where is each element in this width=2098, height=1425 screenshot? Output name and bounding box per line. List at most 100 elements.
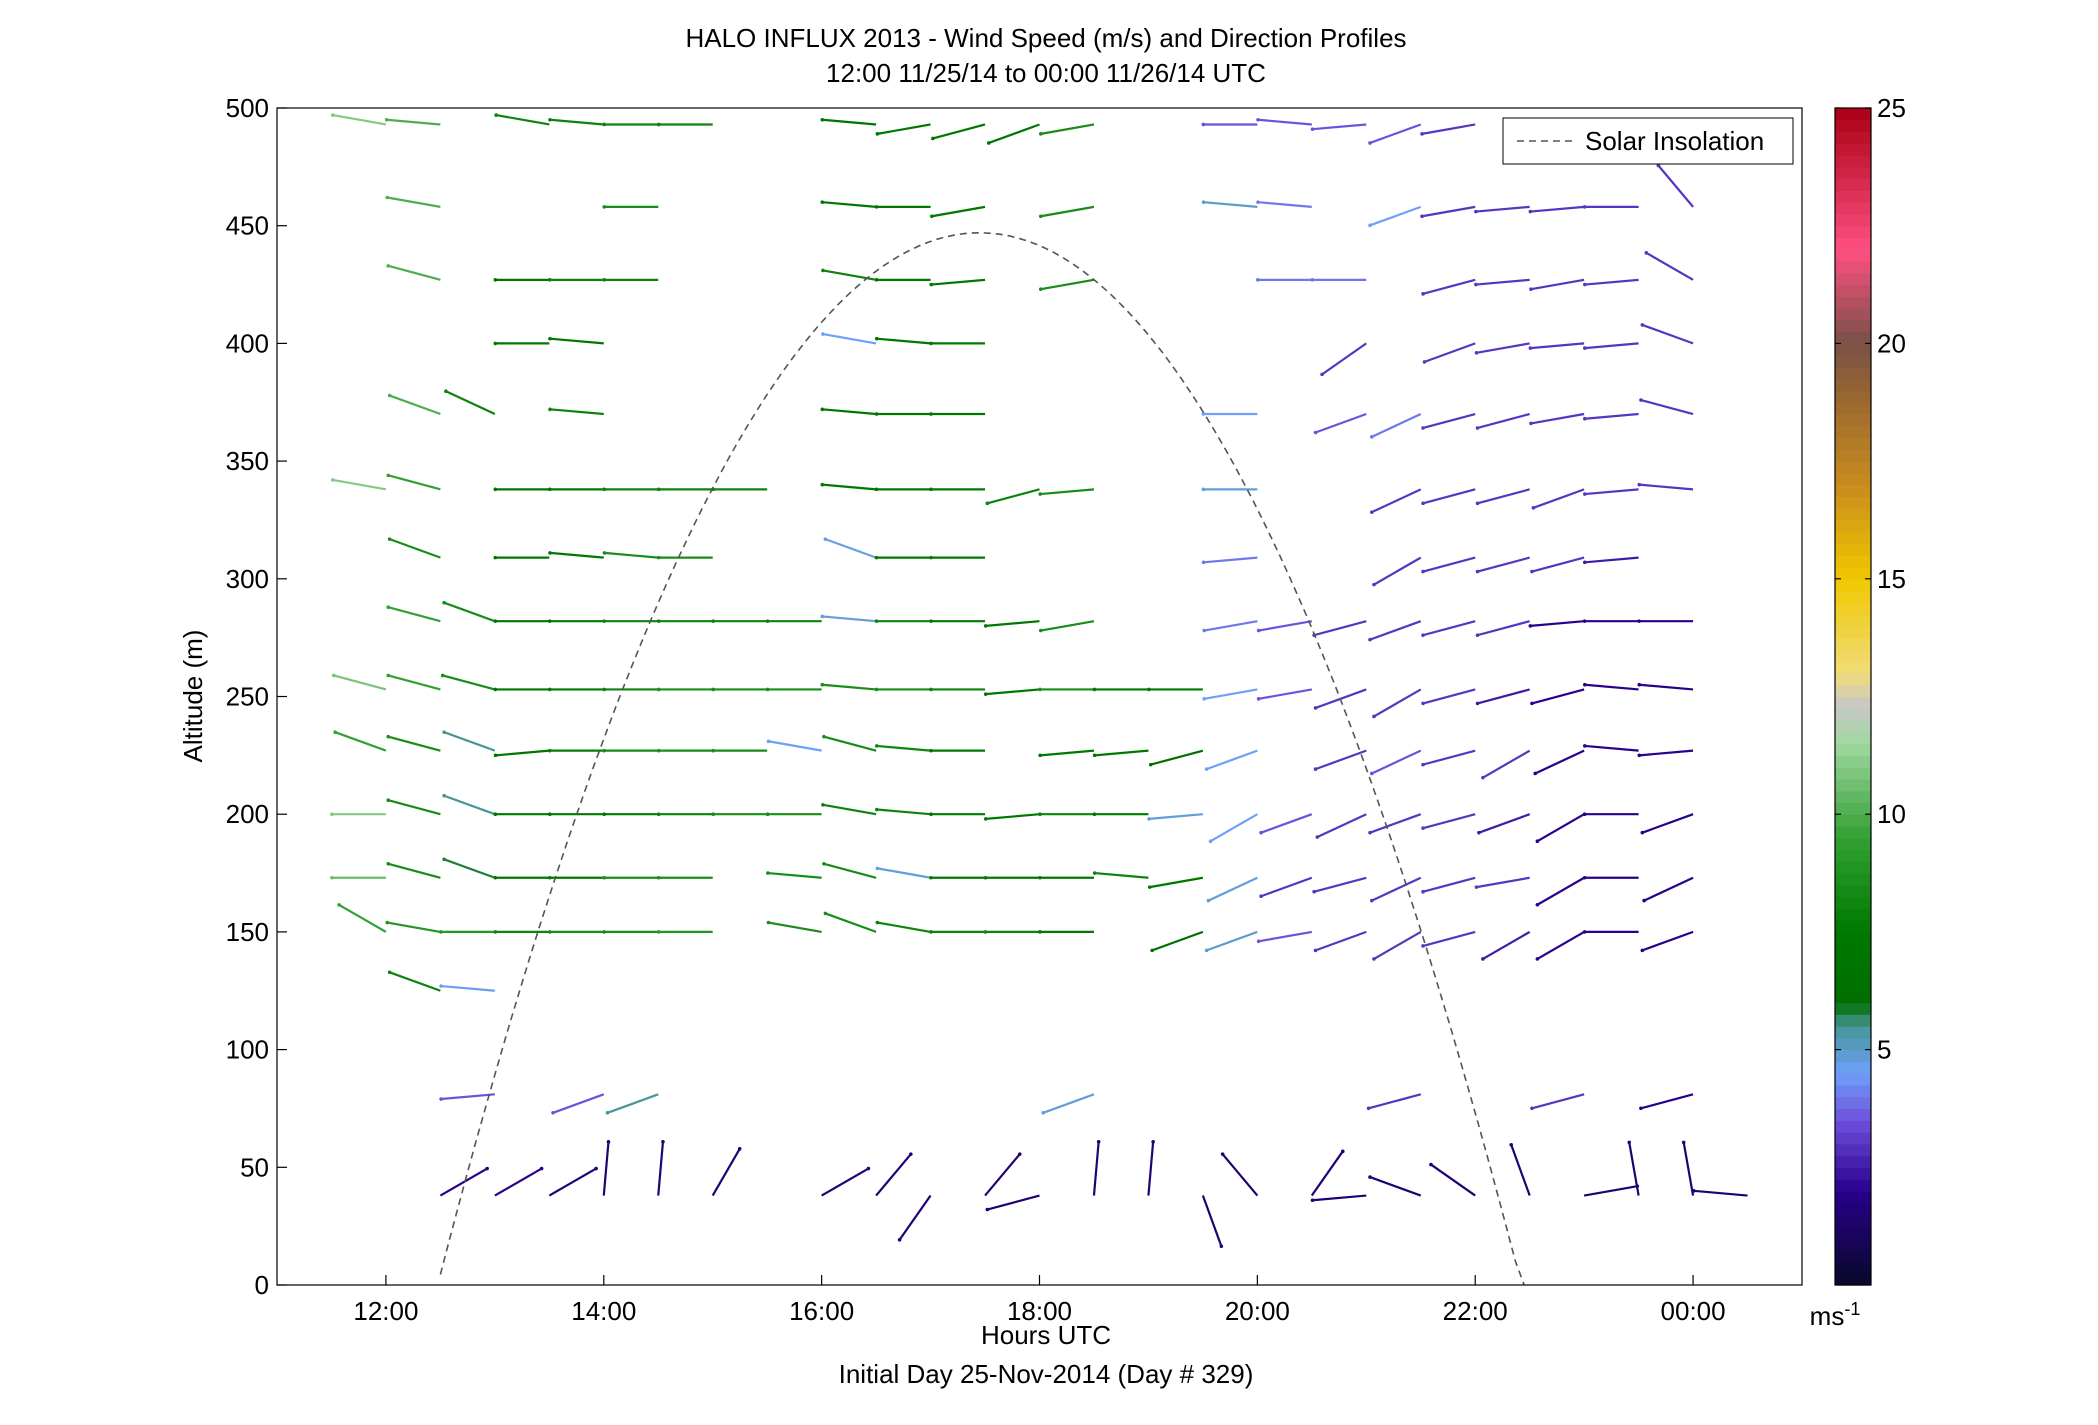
colorbar-segment: [1835, 661, 1871, 674]
colorbar: [1834, 107, 1872, 1286]
wind-barb-tip: [1481, 957, 1485, 961]
wind-barb-tip: [1640, 323, 1645, 327]
x-tick-label: 22:00: [1443, 1296, 1508, 1326]
wind-barb-tip: [656, 687, 661, 692]
wind-barb-tip: [1681, 1140, 1686, 1145]
wind-barb: [1207, 876, 1258, 902]
wind-barb-tip: [1372, 582, 1376, 587]
wind-barb: [822, 483, 877, 491]
wind-barb-tip: [737, 1146, 742, 1151]
colorbar-segment: [1835, 1143, 1871, 1157]
colorbar-segment: [1835, 908, 1871, 921]
colorbar-tick-label: 20: [1877, 328, 1906, 358]
wind-barb-tip: [1150, 948, 1154, 953]
wind-barb-tip: [1256, 200, 1260, 204]
wind-barb: [1530, 620, 1585, 627]
wind-barb-tip: [929, 875, 933, 880]
wind-barb-tip: [983, 692, 988, 696]
wind-barb-tip: [1368, 637, 1372, 642]
colorbar-segment: [1835, 331, 1871, 344]
colorbar-segment: [1835, 1226, 1871, 1239]
wind-barb-tip: [983, 930, 988, 934]
wind-barb: [333, 674, 387, 691]
wind-barb: [1149, 876, 1204, 889]
wind-barb-tip: [1202, 697, 1206, 701]
wind-barb-tip: [874, 744, 879, 748]
wind-barb: [1693, 1189, 1748, 1197]
wind-barb-tip: [1220, 1152, 1225, 1156]
wind-barb: [875, 1153, 912, 1197]
wind-barb: [1258, 688, 1313, 700]
wind-barb: [1203, 620, 1258, 632]
colorbar-segment: [1835, 449, 1871, 462]
colorbar-segment: [1835, 472, 1871, 486]
colorbar-segment: [1835, 1026, 1871, 1039]
colorbar-segment: [1835, 967, 1871, 980]
wind-barb-tip: [605, 1110, 610, 1115]
wind-barb-tip: [929, 341, 933, 346]
wind-barbs: [330, 113, 1748, 1249]
x-tick-label: 20:00: [1225, 1296, 1290, 1326]
wind-barb-tip: [909, 1152, 913, 1156]
wind-barb: [387, 921, 441, 933]
wind-barb: [1422, 488, 1476, 505]
wind-barb: [1371, 749, 1422, 775]
colorbar-segment: [1835, 508, 1871, 521]
wind-barb: [1531, 556, 1585, 573]
wind-barb: [1584, 556, 1639, 564]
wind-barb-tip: [602, 930, 607, 934]
wind-barb: [987, 488, 1040, 505]
wind-barb: [822, 803, 877, 816]
y-tick-label: 100: [226, 1035, 269, 1065]
wind-barb-tip: [711, 748, 715, 753]
wind-barb-tip: [1474, 885, 1479, 889]
wind-barb: [877, 921, 931, 933]
wind-barb-tip: [986, 141, 991, 145]
wind-barb-tip: [929, 282, 934, 287]
wind-barb-tip: [874, 278, 879, 282]
wind-barb: [387, 196, 441, 208]
wind-barb: [1530, 278, 1585, 291]
wind-barb-tip: [1202, 628, 1206, 633]
wind-barb-tip: [1256, 939, 1261, 944]
wind-barb-tip: [1092, 812, 1097, 816]
wind-barb: [1531, 1093, 1585, 1110]
wind-barb: [1040, 123, 1095, 135]
colorbar-segment: [1835, 1249, 1871, 1263]
wind-barb: [1257, 201, 1312, 208]
wind-barb: [898, 1194, 932, 1241]
wind-barb-tip: [330, 478, 335, 482]
wind-barb: [767, 871, 822, 879]
wind-barb-tip: [1147, 817, 1151, 821]
wind-barb-tip: [1310, 127, 1315, 131]
colorbar-segment: [1835, 402, 1871, 415]
wind-barb: [1203, 201, 1258, 208]
colorbar-segment: [1835, 767, 1871, 780]
wind-barb-tip: [1421, 762, 1425, 767]
colorbar-segment: [1835, 931, 1871, 945]
wind-barb-tip: [1256, 628, 1261, 633]
wind-barb: [387, 606, 441, 623]
wind-barb-tip: [1208, 839, 1213, 843]
wind-barb-tip: [1529, 287, 1533, 292]
colorbar-segment: [1835, 731, 1871, 745]
wind-barb-tip: [602, 487, 607, 492]
wind-barb-tip: [1583, 492, 1587, 496]
wind-barb-tip: [547, 619, 552, 623]
wind-barb-tip: [866, 1166, 871, 1171]
colorbar-frame: [1834, 107, 1872, 1286]
wind-barb-tip: [656, 487, 661, 492]
colorbar-segment: [1835, 955, 1871, 968]
wind-barb: [387, 862, 441, 879]
wind-barb-tip: [548, 407, 552, 412]
colorbar-segment: [1835, 308, 1871, 321]
wind-barb-tip: [656, 555, 661, 560]
wind-barb-tip: [983, 875, 988, 880]
wind-barb-tip: [1535, 957, 1540, 961]
wind-barb-tip: [1530, 1106, 1534, 1111]
wind-barb: [1092, 1141, 1100, 1196]
wind-barb-tip: [875, 132, 880, 136]
wind-barb: [1682, 1142, 1695, 1196]
wind-barb-tip: [821, 803, 825, 807]
wind-barb-tip: [1038, 875, 1042, 880]
